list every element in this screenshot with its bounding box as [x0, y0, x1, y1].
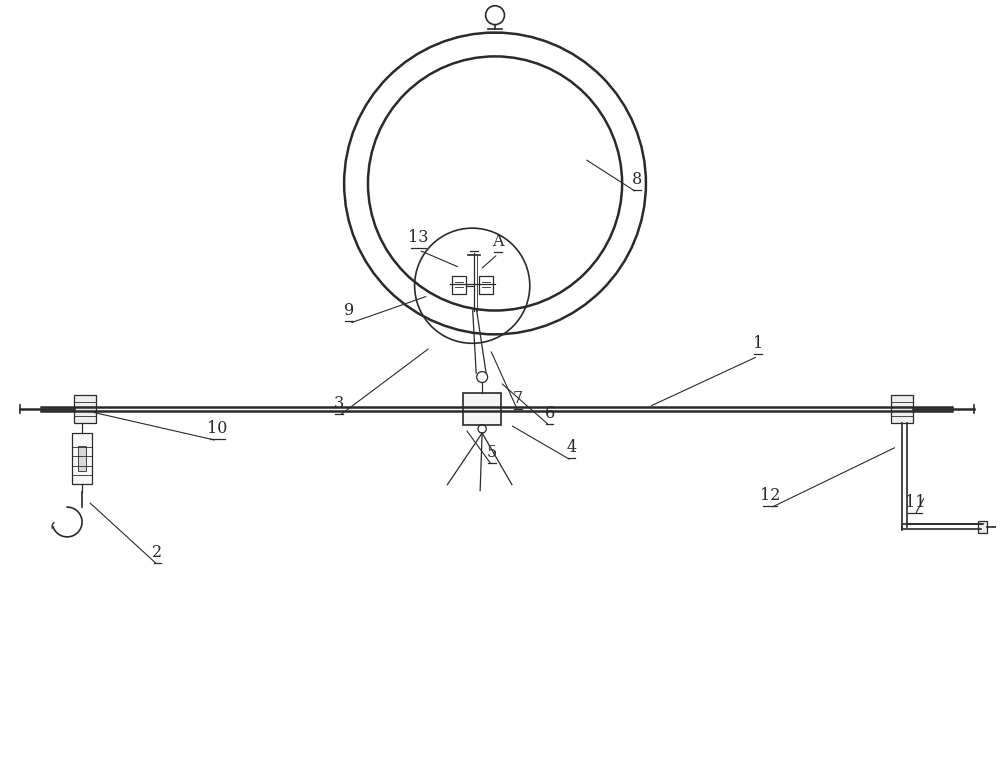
Text: 1: 1 [753, 335, 763, 352]
Text: 7: 7 [513, 390, 523, 407]
Text: 4: 4 [566, 439, 577, 456]
Bar [72, 433, 92, 484]
Text: 3: 3 [334, 395, 344, 412]
Bar [78, 446, 86, 472]
Text: 8: 8 [632, 171, 642, 189]
Text: 11: 11 [905, 494, 925, 511]
Text: 13: 13 [408, 229, 429, 246]
Text: 12: 12 [760, 487, 780, 504]
Bar [978, 521, 987, 533]
Bar [452, 276, 466, 294]
Text: 9: 9 [344, 302, 354, 320]
Text: 5: 5 [487, 444, 497, 462]
Text: A: A [492, 233, 504, 250]
Bar [74, 395, 96, 423]
Bar [463, 393, 501, 425]
Bar [891, 395, 913, 423]
Text: 6: 6 [545, 405, 555, 422]
Text: 2: 2 [152, 544, 163, 561]
Bar [479, 276, 493, 294]
Text: 10: 10 [207, 420, 227, 436]
